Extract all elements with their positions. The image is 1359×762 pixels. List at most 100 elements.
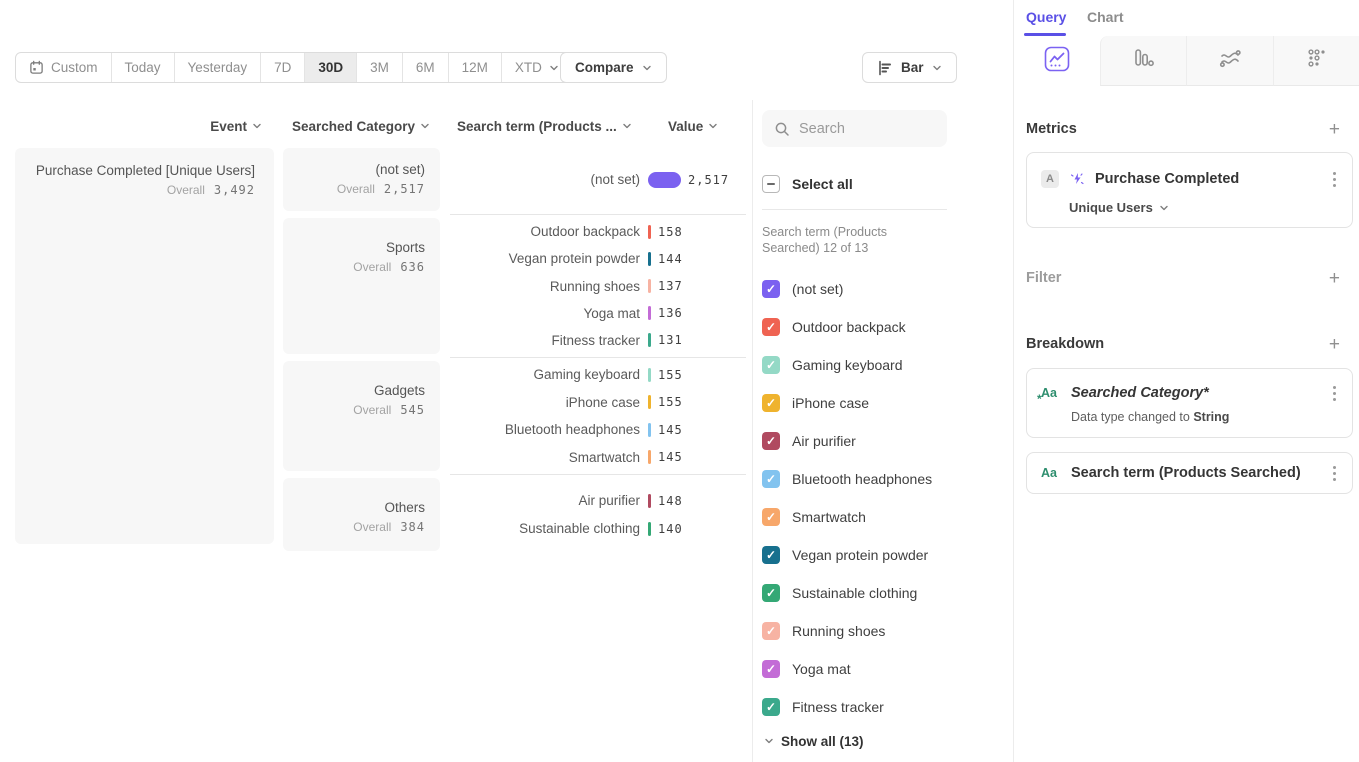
chevron-down-icon [932,63,942,73]
search-icon [774,121,790,137]
legend-checkbox[interactable]: ✓ [762,660,780,678]
legend-item[interactable]: ✓ (not set) [762,270,1002,308]
legend-item-label: Gaming keyboard [792,357,903,373]
modified-asterisk: * [1037,392,1042,406]
overall-label: Overall [337,182,375,196]
legend-checkbox[interactable]: ✓ [762,356,780,374]
legend-item[interactable]: ✓Running shoes [762,612,1002,650]
legend-item[interactable]: ✓ Outdoor backpack [762,308,1002,346]
add-filter-button[interactable]: + [1329,269,1340,288]
more-options-icon[interactable] [1331,168,1338,190]
category-gap [283,471,440,478]
event-overall-value: 3,492 [214,183,255,197]
report-tab-funnels[interactable] [1100,36,1187,86]
legend-item[interactable]: ✓Vegan protein powder [762,536,1002,574]
string-property-icon: Aa* [1041,386,1061,400]
legend-item-label: Outdoor backpack [792,319,906,335]
breakdown-card[interactable]: AaSearch term (Products Searched) [1026,452,1353,494]
breakdown-card[interactable]: Aa*Searched Category*Data type changed t… [1026,368,1353,438]
chart-type-selector[interactable]: Bar [862,52,957,83]
legend-checkbox[interactable]: ✓ [762,546,780,564]
legend-checkbox[interactable]: ✓ [762,470,780,488]
category-overall: Overall2,517 [298,182,425,196]
legend-checkbox[interactable]: ✓ [762,280,780,298]
table-row: Running shoes137 [450,272,746,299]
column-header-category[interactable]: Searched Category [292,115,430,137]
value-cell: 131 [648,333,746,347]
aggregation-label: Unique Users [1069,200,1153,215]
date-range-today[interactable]: Today [112,53,175,82]
chart-type-label: Bar [901,60,924,75]
term-label: Bluetooth headphones [450,422,648,437]
add-metric-button[interactable]: + [1329,120,1340,139]
funnels-icon [1131,46,1155,75]
value-cell: 2,517 [648,172,746,188]
legend-item[interactable]: ✓ Gaming keyboard [762,346,1002,384]
legend-item[interactable]: ✓Sustainable clothing [762,574,1002,612]
legend-checkbox[interactable]: ✓ [762,508,780,526]
category-name: Sports [298,239,425,257]
date-range-label: 7D [274,60,291,75]
legend-checkbox[interactable]: ✓ [762,698,780,716]
category-overall: Overall545 [298,403,425,417]
column-header-search-term[interactable]: Search term (Products ... [457,115,632,137]
date-range-12m[interactable]: 12M [449,53,502,82]
more-options-icon[interactable] [1331,462,1338,484]
add-breakdown-button[interactable]: + [1329,335,1340,354]
select-all-checkbox[interactable] [762,175,780,193]
metric-name: Purchase Completed [1095,171,1321,187]
breakdown-heading: Breakdown [1026,336,1104,352]
aggregation-dropdown[interactable]: Unique Users [1069,200,1338,215]
select-all-row[interactable]: Select all [762,171,853,196]
legend-checkbox[interactable]: ✓ [762,394,780,412]
search-input[interactable] [799,121,929,137]
bar-chart-icon [877,60,893,76]
breakdown-row: AaSearch term (Products Searched) [1041,462,1338,484]
legend-checkbox[interactable]: ✓ [762,318,780,336]
legend-item[interactable]: ✓Air purifier [762,422,1002,460]
show-all-button[interactable]: Show all (13) [764,727,864,755]
report-tab-insights[interactable] [1014,36,1100,86]
column-header-event[interactable]: Event [15,115,262,137]
table-row: Gaming keyboard155 [450,361,746,389]
date-range-custom[interactable]: Custom [16,53,112,82]
table-row: Smartwatch145 [450,444,746,472]
flows-icon [1218,46,1242,75]
date-range-label: 3M [370,60,389,75]
more-options-icon[interactable] [1331,382,1338,404]
legend-item[interactable]: ✓Bluetooth headphones [762,460,1002,498]
tab-chart[interactable]: Chart [1087,9,1124,25]
column-header-value[interactable]: Value [668,115,718,137]
event-name: Purchase Completed [Unique Users] [34,162,255,180]
legend-checkbox[interactable]: ✓ [762,584,780,602]
report-tab-retention[interactable] [1273,36,1359,86]
legend-search [762,110,947,147]
date-range-label: 30D [318,60,343,75]
legend-item[interactable]: ✓Yoga mat [762,650,1002,688]
metric-card[interactable]: A Purchase Completed Unique Users [1026,152,1353,228]
value-text: 145 [658,450,683,464]
date-range-3m[interactable]: 3M [357,53,403,82]
date-range-6m[interactable]: 6M [403,53,449,82]
tab-query[interactable]: Query [1026,9,1066,25]
date-range-7d[interactable]: 7D [261,53,305,82]
report-tab-flows[interactable] [1186,36,1273,86]
term-group: Gaming keyboard155iPhone case155Bluetoot… [450,361,746,471]
legend-item[interactable]: ✓Smartwatch [762,498,1002,536]
legend-item[interactable]: ✓Fitness tracker [762,688,1002,726]
overall-label: Overall [353,260,391,274]
chevron-down-icon [622,121,632,131]
legend-item[interactable]: ✓iPhone case [762,384,1002,422]
compare-button[interactable]: Compare [560,52,667,83]
category-overall-value: 384 [400,520,425,534]
table-row: Fitness tracker131 [450,327,746,354]
legend-checkbox[interactable]: ✓ [762,432,780,450]
report-type-tabs [1014,36,1359,86]
date-range-yesterday[interactable]: Yesterday [175,53,262,82]
category-gap [283,211,440,218]
legend-checkbox[interactable]: ✓ [762,622,780,640]
date-range-30d[interactable]: 30D [305,53,357,82]
legend-list-label: Search term (Products Searched) 12 of 13 [762,224,944,256]
legend-item-label: (not set) [792,281,843,297]
chevron-down-icon [1159,203,1169,213]
